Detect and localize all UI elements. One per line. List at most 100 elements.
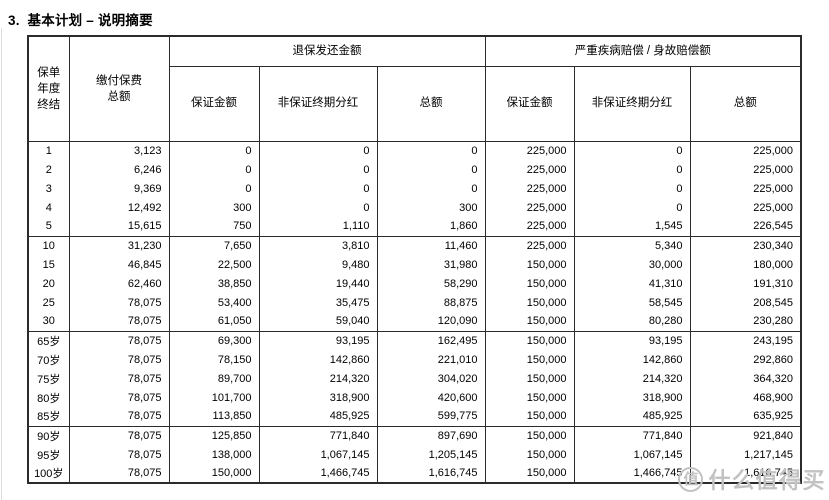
header-surrender-dividend: 非保证终期分红 [258, 65, 378, 142]
header-surrender-group: 退保发还金额 [168, 35, 486, 67]
value-cell: 208,545 [689, 293, 802, 312]
value-cell: 897,690 [376, 425, 486, 445]
value-cell: 1,067,145 [258, 445, 378, 464]
value-cell: 150,000 [484, 369, 575, 388]
value-cell: 225,000 [484, 140, 575, 160]
value-cell: 150,000 [484, 464, 575, 483]
table-row: 4 12,492 300 0 300 225,000 0 225,000 [27, 198, 802, 217]
value-cell: 420,600 [376, 388, 486, 407]
table-row: 5 15,615 750 1,110 1,860 225,000 1,545 226,545 [27, 217, 802, 236]
value-cell: 150,000 [484, 388, 575, 407]
header-surrender-guaranteed: 保证金额 [168, 65, 260, 142]
value-cell: 31,230 [68, 235, 170, 255]
policy-year-cell: 95岁 [27, 445, 70, 464]
value-cell: 1,217,145 [689, 445, 802, 464]
value-cell: 150,000 [484, 330, 575, 350]
table-row: 95岁 78,075 138,000 1,067,145 1,205,145 150,00… [27, 445, 802, 464]
header-premium-total: 缴付保费 总额 [68, 35, 170, 142]
value-cell: 22,500 [168, 255, 260, 274]
value-cell: 485,925 [573, 407, 691, 426]
policy-year-cell: 4 [27, 198, 70, 217]
value-cell: 771,840 [258, 425, 378, 445]
value-cell: 1,545 [573, 217, 691, 236]
value-cell: 1,466,745 [258, 464, 378, 483]
value-cell: 1,110 [258, 217, 378, 236]
table-row: 1 3,123 0 0 0 225,000 0 225,000 [27, 140, 802, 160]
value-cell: 226,545 [689, 217, 802, 236]
value-cell: 9,369 [68, 179, 170, 198]
value-cell: 19,440 [258, 274, 378, 293]
value-cell: 78,075 [68, 350, 170, 369]
value-cell: 138,000 [168, 445, 260, 464]
table-row: 80岁 78,075 101,700 318,900 420,600 150,000 318… [27, 388, 802, 407]
table-body: 1 3,123 0 0 0 225,000 0 225,000 2 6,246 0 0 0 225,000… [27, 140, 802, 483]
header-policy-year: 保单 年度 终结 [27, 35, 70, 142]
policy-year-cell: 3 [27, 179, 70, 198]
value-cell: 0 [168, 140, 260, 160]
value-cell: 0 [573, 140, 691, 160]
table-row: 100岁 78,075 150,000 1,466,745 1,616,745 150,0… [27, 464, 802, 483]
value-cell: 59,040 [258, 312, 378, 331]
value-cell: 93,195 [258, 330, 378, 350]
value-cell: 300 [168, 198, 260, 217]
value-cell: 318,900 [258, 388, 378, 407]
table-row: 65岁 78,075 69,300 93,195 162,495 150,000 93,19… [27, 330, 802, 350]
table-row: 20 62,460 38,850 19,440 58,290 150,000 41,310 1… [27, 274, 802, 293]
value-cell: 635,925 [689, 407, 802, 426]
policy-year-cell: 5 [27, 217, 70, 236]
value-cell: 921,840 [689, 425, 802, 445]
value-cell: 0 [376, 179, 486, 198]
value-cell: 0 [168, 160, 260, 179]
header-benefit-guaranteed: 保证金额 [484, 65, 575, 142]
policy-year-cell: 80岁 [27, 388, 70, 407]
value-cell: 1,616,745 [689, 464, 802, 483]
value-cell: 364,320 [689, 369, 802, 388]
value-cell: 41,310 [573, 274, 691, 293]
policy-year-cell: 75岁 [27, 369, 70, 388]
value-cell: 1,466,745 [573, 464, 691, 483]
value-cell: 80,280 [573, 312, 691, 331]
value-cell: 1,616,745 [376, 464, 486, 483]
value-cell: 150,000 [484, 274, 575, 293]
policy-year-cell: 70岁 [27, 350, 70, 369]
value-cell: 7,650 [168, 235, 260, 255]
value-cell: 1,067,145 [573, 445, 691, 464]
value-cell: 88,875 [376, 293, 486, 312]
value-cell: 150,000 [484, 255, 575, 274]
value-cell: 142,860 [258, 350, 378, 369]
policy-year-cell: 65岁 [27, 330, 70, 350]
value-cell: 230,340 [689, 235, 802, 255]
value-cell: 468,900 [689, 388, 802, 407]
value-cell: 225,000 [484, 217, 575, 236]
value-cell: 78,075 [68, 293, 170, 312]
benefit-illustration-table: 保单 年度 终结 缴付保费 总额 退保发还金额 严重疾病赔偿 / 身故赔偿额 保… [27, 35, 803, 484]
header-sub-row: 保证金额 非保证终期分红 总额 保证金额 非保证终期分红 总额 [28, 65, 802, 142]
value-cell: 11,460 [376, 235, 486, 255]
policy-year-cell: 30 [27, 312, 70, 331]
value-cell: 150,000 [168, 464, 260, 483]
value-cell: 0 [376, 160, 486, 179]
value-cell: 300 [376, 198, 486, 217]
value-cell: 3,810 [258, 235, 378, 255]
value-cell: 225,000 [484, 179, 575, 198]
value-cell: 53,400 [168, 293, 260, 312]
value-cell: 58,545 [573, 293, 691, 312]
header-group-row: 保单 年度 终结 缴付保费 总额 退保发还金额 严重疾病赔偿 / 身故赔偿额 [27, 35, 802, 142]
policy-year-cell: 25 [27, 293, 70, 312]
value-cell: 0 [258, 179, 378, 198]
value-cell: 0 [258, 198, 378, 217]
value-cell: 78,075 [68, 445, 170, 464]
policy-year-cell: 100岁 [27, 464, 70, 483]
table-row: 10 31,230 7,650 3,810 11,460 225,000 5,340 230,… [27, 235, 802, 255]
table-row: 25 78,075 53,400 35,475 88,875 150,000 58,545 2… [27, 293, 802, 312]
value-cell: 101,700 [168, 388, 260, 407]
value-cell: 150,000 [484, 293, 575, 312]
value-cell: 69,300 [168, 330, 260, 350]
value-cell: 0 [573, 160, 691, 179]
value-cell: 150,000 [484, 350, 575, 369]
value-cell: 225,000 [484, 198, 575, 217]
value-cell: 230,280 [689, 312, 802, 331]
value-cell: 125,850 [168, 425, 260, 445]
header-surrender-total: 总额 [376, 65, 486, 142]
